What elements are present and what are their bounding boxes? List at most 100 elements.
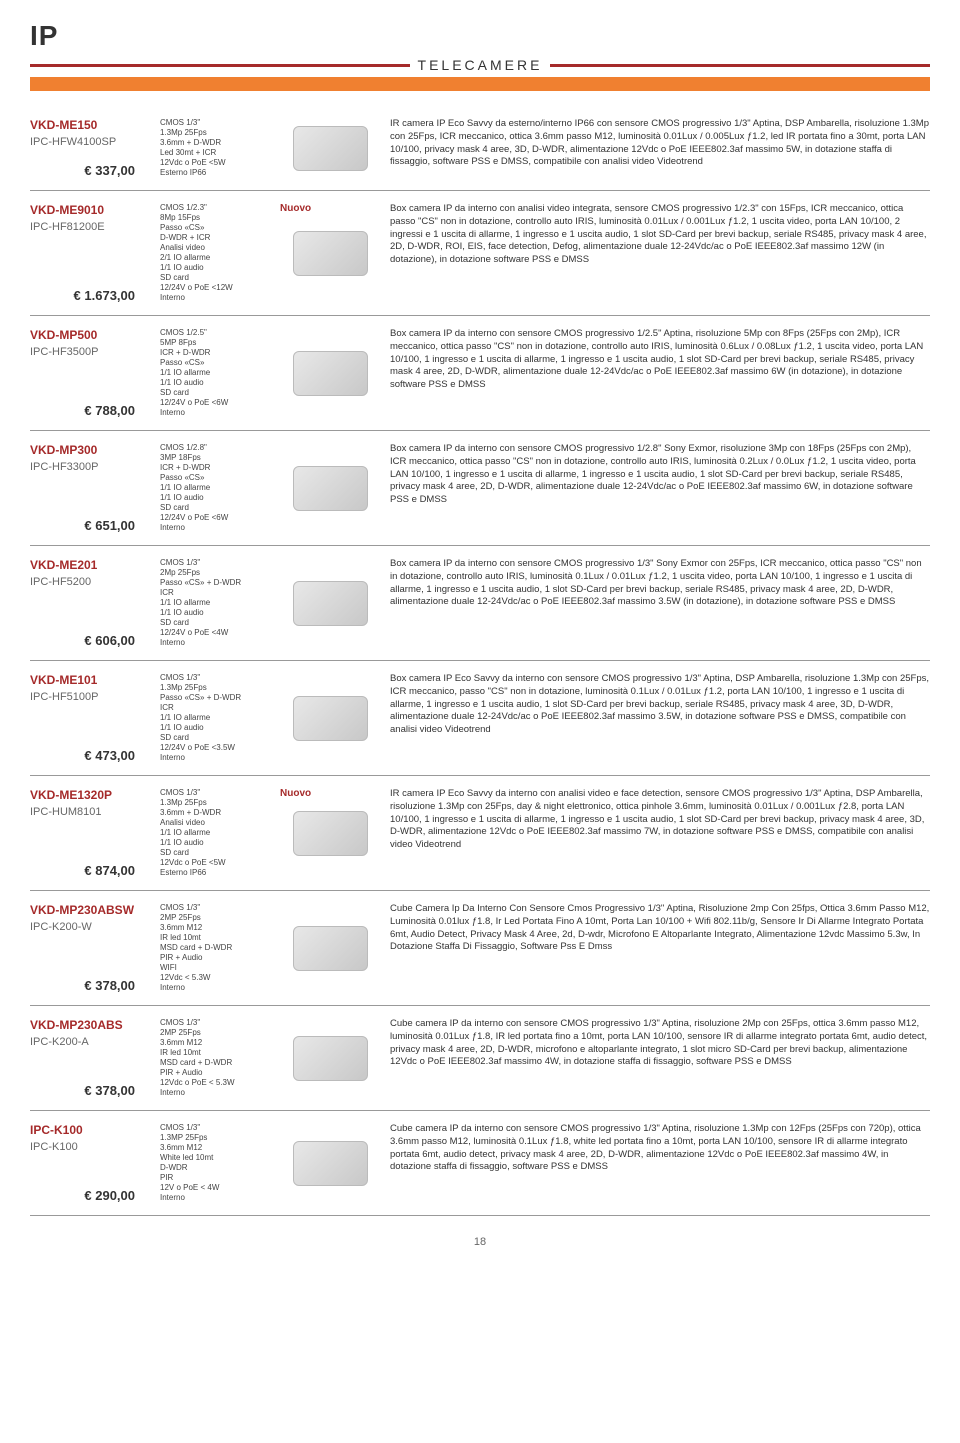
product-row: VKD-MP500 IPC-HF3500P € 788,00 CMOS 1/2.5" … (30, 316, 930, 431)
product-image-col (280, 903, 380, 993)
product-left-col: VKD-ME9010 IPC-HF81200E € 1.673,00 (30, 203, 150, 303)
model-sub: IPC-HF5100P (30, 691, 150, 703)
model-sub: IPC-HF5200 (30, 576, 150, 588)
product-image-col (280, 673, 380, 763)
product-image-col (280, 118, 380, 178)
product-image-col (280, 443, 380, 533)
price: € 788,00 (30, 403, 150, 418)
price: € 378,00 (30, 978, 150, 993)
model-main: VKD-ME150 (30, 118, 150, 132)
product-image-col (280, 328, 380, 418)
camera-icon (293, 926, 368, 971)
model-main: VKD-MP230ABSW (30, 903, 150, 917)
product-row: IPC-K100 IPC-K100 € 290,00 CMOS 1/3" 1.3MP … (30, 1111, 930, 1216)
product-left-col: VKD-MP230ABSW IPC-K200-W € 378,00 (30, 903, 150, 993)
page-number: 18 (30, 1236, 930, 1248)
specs-col: CMOS 1/2.3" 8Mp 15Fps Passo «CS» D-WDR +… (160, 203, 270, 303)
nuovo-badge: Nuovo (280, 203, 311, 214)
price: € 874,00 (30, 863, 150, 878)
camera-icon (293, 1141, 368, 1186)
model-sub: IPC-HFW4100SP (30, 136, 150, 148)
description: Box camera IP da interno con sensore CMO… (390, 328, 930, 418)
model-main: VKD-ME9010 (30, 203, 150, 217)
product-left-col: IPC-K100 IPC-K100 € 290,00 (30, 1123, 150, 1203)
description: Box camera IP da interno con sensore CMO… (390, 558, 930, 648)
specs-col: CMOS 1/3" 1.3Mp 25Fps Passo «CS» + D-WDR… (160, 673, 270, 763)
specs-col: CMOS 1/3" 2MP 25Fps 3.6mm M12 IR led 10m… (160, 1018, 270, 1098)
model-sub: IPC-K200-W (30, 921, 150, 933)
nuovo-badge: Nuovo (280, 788, 311, 799)
product-row: VKD-MP230ABS IPC-K200-A € 378,00 CMOS 1/3" … (30, 1006, 930, 1111)
camera-icon (293, 696, 368, 741)
price: € 651,00 (30, 518, 150, 533)
price: € 290,00 (30, 1188, 150, 1203)
description: Box camera IP da interno con analisi vid… (390, 203, 930, 303)
description: Box camera IP da interno con sensore CMO… (390, 443, 930, 533)
model-main: VKD-MP300 (30, 443, 150, 457)
price: € 337,00 (30, 163, 150, 178)
model-sub: IPC-HF81200E (30, 221, 150, 233)
product-image-col (280, 558, 380, 648)
model-sub: IPC-HF3300P (30, 461, 150, 473)
page-header: IP TELECAMERE (30, 20, 930, 91)
product-row: VKD-ME1320P IPC-HUM8101 € 874,00 CMOS 1/3" … (30, 776, 930, 891)
specs-col: CMOS 1/3" 2MP 25Fps 3.6mm M12 IR led 10m… (160, 903, 270, 993)
product-row: VKD-ME150 IPC-HFW4100SP € 337,00 CMOS 1/3" … (30, 106, 930, 191)
model-main: VKD-ME201 (30, 558, 150, 572)
price: € 378,00 (30, 1083, 150, 1098)
divider-left (30, 64, 410, 67)
camera-icon (293, 466, 368, 511)
product-image-col: Nuovo (280, 203, 380, 303)
description: Box camera IP Eco Savvy da interno con s… (390, 673, 930, 763)
specs-col: CMOS 1/3" 1.3Mp 25Fps 3.6mm + D-WDR Anal… (160, 788, 270, 878)
product-row: VKD-MP300 IPC-HF3300P € 651,00 CMOS 1/2.8" … (30, 431, 930, 546)
model-sub: IPC-K100 (30, 1141, 150, 1153)
model-main: VKD-ME1320P (30, 788, 150, 802)
products-list: VKD-ME150 IPC-HFW4100SP € 337,00 CMOS 1/3" … (30, 106, 930, 1216)
product-image-col (280, 1018, 380, 1098)
model-main: VKD-MP500 (30, 328, 150, 342)
description: IR camera IP Eco Savvy da esterno/intern… (390, 118, 930, 178)
model-sub: IPC-K200-A (30, 1036, 150, 1048)
product-left-col: VKD-ME1320P IPC-HUM8101 € 874,00 (30, 788, 150, 878)
price: € 606,00 (30, 633, 150, 648)
product-row: VKD-ME101 IPC-HF5100P € 473,00 CMOS 1/3" 1.… (30, 661, 930, 776)
product-left-col: VKD-ME201 IPC-HF5200 € 606,00 (30, 558, 150, 648)
product-left-col: VKD-MP230ABS IPC-K200-A € 378,00 (30, 1018, 150, 1098)
price: € 1.673,00 (30, 288, 150, 303)
specs-col: CMOS 1/2.8" 3MP 18Fps ICR + D-WDR Passo … (160, 443, 270, 533)
price: € 473,00 (30, 748, 150, 763)
specs-col: CMOS 1/3" 1.3MP 25Fps 3.6mm M12 White le… (160, 1123, 270, 1203)
specs-col: CMOS 1/3" 1.3Mp 25Fps 3.6mm + D-WDR Led … (160, 118, 270, 178)
orange-bar (30, 77, 930, 91)
product-left-col: VKD-MP500 IPC-HF3500P € 788,00 (30, 328, 150, 418)
camera-icon (293, 811, 368, 856)
description: Cube camera IP da interno con sensore CM… (390, 1123, 930, 1203)
camera-icon (293, 581, 368, 626)
camera-icon (293, 126, 368, 171)
divider-right (550, 64, 930, 67)
specs-col: CMOS 1/2.5" 5MP 8Fps ICR + D-WDR Passo «… (160, 328, 270, 418)
product-image-col (280, 1123, 380, 1203)
model-sub: IPC-HF3500P (30, 346, 150, 358)
product-row: VKD-ME9010 IPC-HF81200E € 1.673,00 CMOS 1/2… (30, 191, 930, 316)
category-title: TELECAMERE (410, 57, 551, 73)
product-row: VKD-MP230ABSW IPC-K200-W € 378,00 CMOS 1/3"… (30, 891, 930, 1006)
specs-col: CMOS 1/3" 2Mp 25Fps Passo «CS» + D-WDR I… (160, 558, 270, 648)
camera-icon (293, 1036, 368, 1081)
description: Cube Camera Ip Da Interno Con Sensore Cm… (390, 903, 930, 993)
camera-icon (293, 351, 368, 396)
product-row: VKD-ME201 IPC-HF5200 € 606,00 CMOS 1/3" 2Mp… (30, 546, 930, 661)
product-left-col: VKD-ME101 IPC-HF5100P € 473,00 (30, 673, 150, 763)
product-left-col: VKD-MP300 IPC-HF3300P € 651,00 (30, 443, 150, 533)
model-sub: IPC-HUM8101 (30, 806, 150, 818)
description: Cube camera IP da interno con sensore CM… (390, 1018, 930, 1098)
model-main: VKD-ME101 (30, 673, 150, 687)
ip-label: IP (30, 20, 930, 52)
description: IR camera IP Eco Savvy da interno con an… (390, 788, 930, 878)
model-main: IPC-K100 (30, 1123, 150, 1137)
camera-icon (293, 231, 368, 276)
model-main: VKD-MP230ABS (30, 1018, 150, 1032)
product-image-col: Nuovo (280, 788, 380, 878)
product-left-col: VKD-ME150 IPC-HFW4100SP € 337,00 (30, 118, 150, 178)
